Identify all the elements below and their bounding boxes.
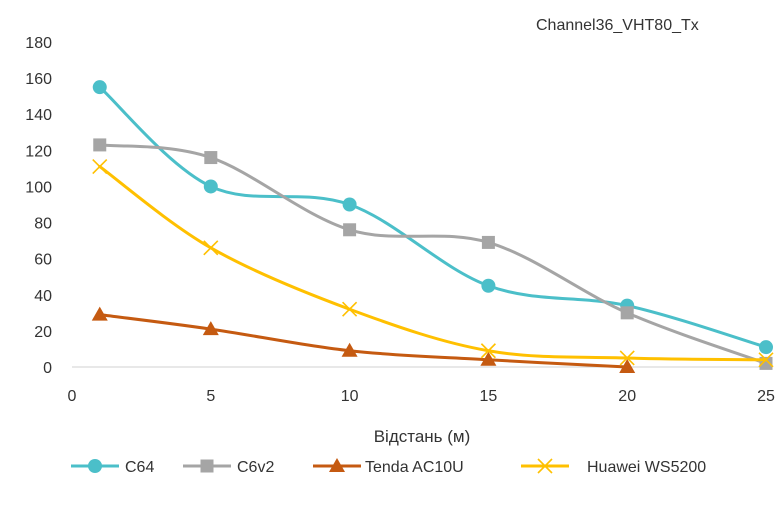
- legend-item-tenda-ac10u: Tenda AC10U: [313, 458, 464, 476]
- huawei-ws5200-point: [758, 352, 774, 368]
- c64-point: [759, 340, 773, 355]
- tenda-ac10u-point: [341, 342, 358, 357]
- c6v2-point: [481, 235, 495, 249]
- huawei-ws5200-point: [203, 240, 219, 256]
- x-tick-label: 20: [618, 388, 636, 405]
- x-tick-label: 25: [757, 388, 775, 405]
- x-axis-title: Відстань (м): [374, 427, 471, 446]
- y-axis-ticks: 0 20 40 60 80 100 120 140 160 180: [25, 35, 52, 377]
- x-tick-label: 0: [68, 388, 77, 405]
- chart-title: Channel36_VHT80_Tx: [536, 17, 699, 34]
- legend: C64 C6v2 Tenda AC10U Huawei WS5200: [71, 458, 706, 476]
- y-tick-label: 60: [34, 252, 52, 269]
- tenda-ac10u-point: [202, 321, 219, 336]
- y-tick-label: 160: [25, 71, 52, 88]
- legend-label: Tenda AC10U: [365, 459, 464, 476]
- c6v2-point: [204, 151, 218, 165]
- legend-item-c64: C64: [71, 459, 154, 476]
- c6v2-point: [93, 138, 107, 152]
- y-tick-label: 120: [25, 143, 52, 160]
- c6v2-point: [620, 306, 634, 320]
- x-tick-label: 10: [341, 388, 359, 405]
- huawei-ws5200-point: [92, 159, 108, 175]
- huawei-ws5200-point: [619, 350, 635, 366]
- huawei-ws5200-point: [480, 343, 496, 359]
- series-line-huawei-ws5200: [98, 165, 768, 362]
- tenda-ac10u-point: [480, 351, 497, 366]
- legend-label: C6v2: [237, 459, 274, 476]
- legend-label: Huawei WS5200: [587, 459, 706, 476]
- legend-huawei-ws5200-point: [537, 458, 553, 474]
- x-axis-ticks: 0 5 10 15 20 25: [68, 388, 775, 405]
- series-line-c64: [98, 85, 768, 349]
- legend-label: C64: [125, 459, 154, 476]
- series-layer: [91, 80, 774, 373]
- series-c64: [92, 80, 773, 355]
- series-tenda-ac10u: [91, 306, 636, 373]
- y-tick-label: 40: [34, 288, 52, 305]
- y-tick-label: 180: [25, 35, 52, 52]
- legend-c64-point: [88, 459, 102, 473]
- legend-tenda-ac10u-point: [329, 458, 345, 472]
- y-tick-label: 100: [25, 179, 52, 196]
- y-tick-label: 140: [25, 107, 52, 124]
- y-tick-label: 20: [34, 324, 52, 341]
- legend-item-c6v2: C6v2: [183, 459, 274, 476]
- x-tick-label: 15: [480, 388, 498, 405]
- legend-c6v2-point: [200, 459, 214, 473]
- series-line-tenda-ac10u: [98, 313, 629, 369]
- c64-point: [203, 179, 218, 194]
- tenda-ac10u-point: [619, 359, 636, 373]
- c64-point: [92, 80, 107, 95]
- y-tick-label: 80: [34, 216, 52, 233]
- c64-point: [342, 197, 357, 212]
- huawei-ws5200-point: [342, 301, 358, 317]
- legend-item-huawei-ws5200: Huawei WS5200: [521, 458, 706, 476]
- y-tick-label: 0: [43, 360, 52, 377]
- x-tick-label: 5: [206, 388, 215, 405]
- series-huawei-ws5200: [92, 159, 774, 368]
- c64-point: [481, 278, 496, 293]
- c6v2-point: [343, 223, 357, 237]
- tenda-ac10u-point: [91, 306, 108, 321]
